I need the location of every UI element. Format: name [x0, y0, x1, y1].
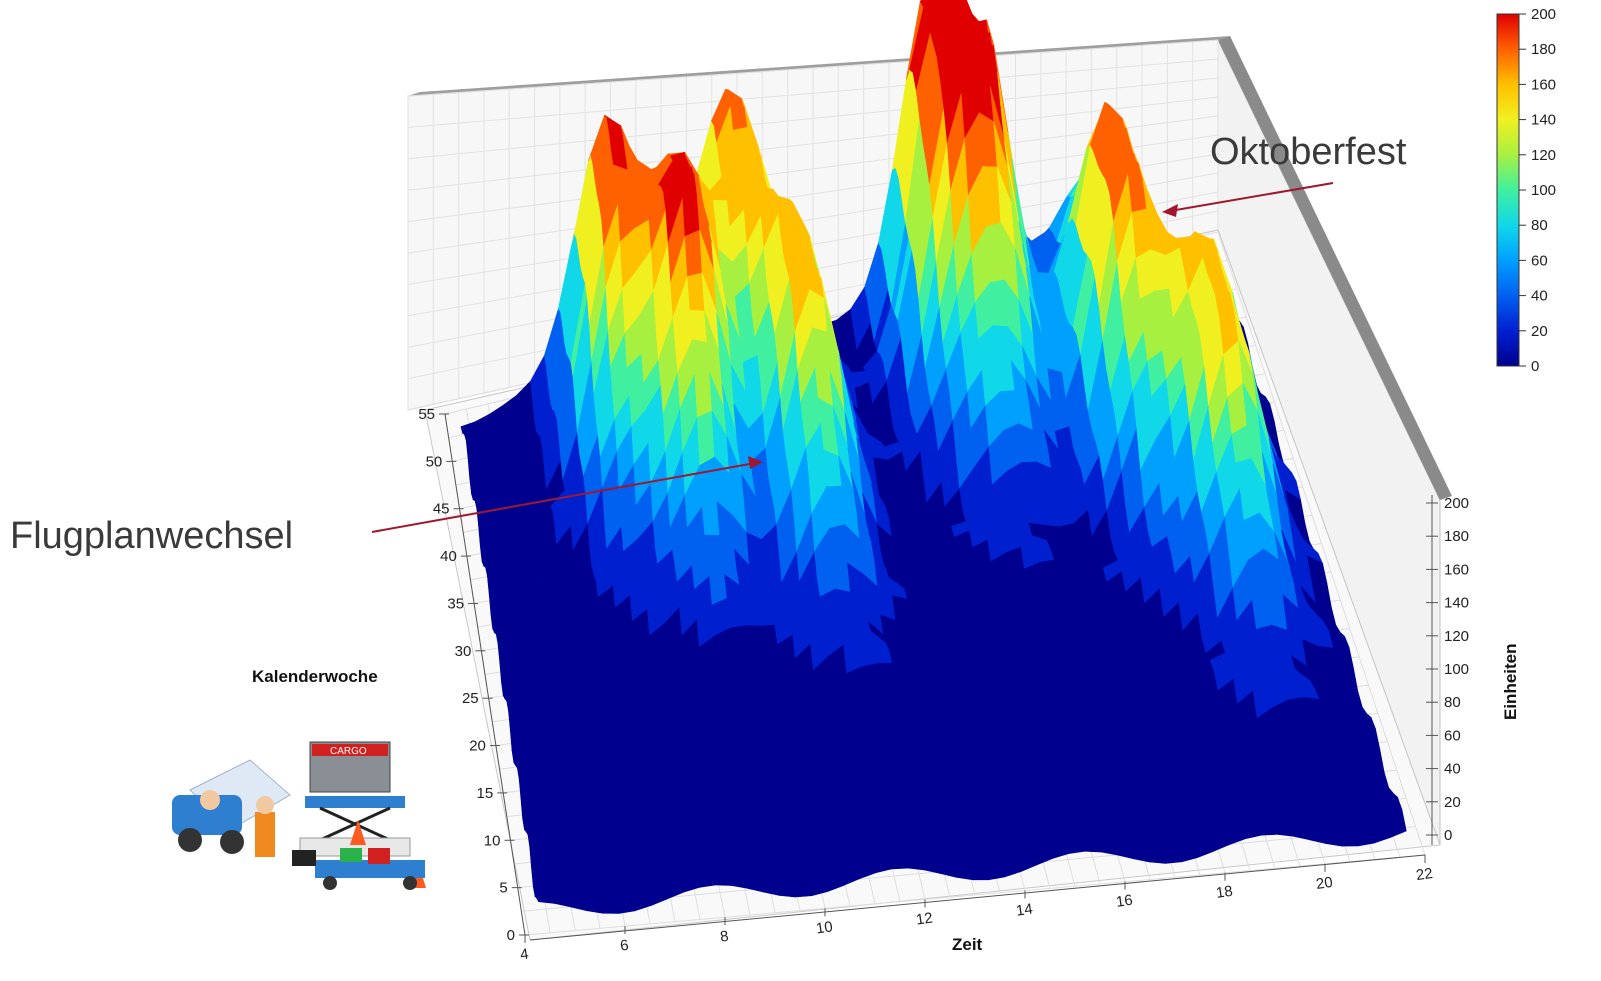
back-grid-line — [407, 115, 1219, 223]
x-axis-title: Zeit — [952, 935, 983, 954]
x-tick-label: 22 — [1415, 865, 1434, 884]
surface-patch — [689, 309, 708, 343]
surface-patch — [704, 534, 723, 558]
colorbar: 0 20 40 60 80 100 120 140 160 180 200 — [1496, 6, 1556, 375]
x-tick-label: 16 — [1115, 892, 1134, 911]
y-tick-label: 10 — [484, 832, 501, 849]
surface-patch — [697, 410, 715, 467]
z-tick-label: 40 — [1444, 761, 1461, 778]
surface-patch — [746, 649, 766, 675]
x-tick-label: 4 — [519, 946, 530, 964]
surface — [460, 0, 1407, 914]
colorbar-tick-label: 100 — [1531, 182, 1556, 199]
colorbar-tick-label: 140 — [1531, 112, 1556, 129]
colorbar-gradient — [1496, 13, 1520, 367]
x-ticks: 4 6 8 10 12 14 16 18 20 22 — [519, 855, 1434, 964]
colorbar-tick-label: 0 — [1531, 358, 1539, 375]
back-grid-line — [407, 134, 1219, 254]
z-axis-title: Einheiten — [1501, 643, 1520, 720]
colorbar-tick-label: 80 — [1531, 217, 1548, 234]
y-tick-label: 0 — [507, 927, 515, 944]
surface-patch — [729, 625, 748, 657]
y-tick-label: 30 — [455, 643, 472, 660]
y-tick-label: 15 — [476, 785, 493, 802]
back-grid-line — [407, 39, 1219, 97]
back-grid-line — [407, 58, 1219, 128]
surface-patch — [861, 663, 881, 694]
colorbar-tick-label: 60 — [1531, 252, 1548, 269]
z-tick-label: 0 — [1444, 827, 1452, 844]
z-tick-label: 120 — [1444, 628, 1469, 645]
x-tick-label: 18 — [1215, 883, 1234, 902]
surface-patch — [744, 625, 763, 654]
y-ticks: 0 5 10 15 20 25 30 35 40 45 50 55 — [418, 406, 529, 944]
annotation-flugplanwechsel: Flugplanwechsel — [10, 456, 763, 557]
back-grid-line — [407, 96, 1219, 191]
colorbar-tick-label: 180 — [1531, 41, 1556, 58]
x-tick-label: 6 — [619, 937, 630, 955]
colorbar-tick-label: 160 — [1531, 76, 1556, 93]
surface-patch — [701, 501, 720, 536]
colorbar-tick-label: 120 — [1531, 147, 1556, 164]
surface-patch — [694, 372, 713, 418]
annotation-flugplanwechsel-arrow — [371, 462, 756, 533]
surface-patch — [679, 172, 698, 198]
box-right-edge — [1218, 36, 1452, 500]
z-tick-label: 180 — [1444, 528, 1469, 545]
y-tick-label: 40 — [440, 548, 457, 565]
cargo-toy-illustration: CARGO — [172, 741, 426, 890]
y-axis-title: Kalenderwoche — [252, 667, 378, 686]
svg-text:CARGO: CARGO — [330, 746, 367, 757]
x-tick-label: 8 — [719, 928, 730, 946]
surface-patch — [684, 229, 703, 277]
colorbar-ticks: 0 20 40 60 80 100 120 140 160 180 200 — [1519, 6, 1556, 375]
y-tick-label: 5 — [499, 880, 507, 897]
axes: 0 5 10 15 20 25 30 35 40 45 50 55 4 6 8 10 12 14 16 18 20 22… — [418, 406, 1469, 964]
annotation-oktoberfest-arrow — [1169, 182, 1334, 212]
surface-patch — [1385, 809, 1407, 839]
z-tick-label: 100 — [1444, 661, 1469, 678]
y-tick-label: 45 — [433, 501, 450, 518]
y-axis-line — [444, 413, 526, 936]
box-top-edge — [408, 36, 1230, 96]
annotation-oktoberfest-label: Oktoberfest — [1210, 131, 1407, 173]
z-tick-label: 60 — [1444, 727, 1461, 744]
y-tick-label: 25 — [462, 690, 479, 707]
annotation-flugplanwechsel-label: Flugplanwechsel — [10, 515, 293, 557]
x-tick-label: 20 — [1315, 874, 1334, 893]
y-tick-label: 55 — [418, 406, 435, 423]
annotation-oktoberfest: Oktoberfest — [1162, 131, 1407, 217]
z-tick-label: 200 — [1444, 495, 1469, 512]
surface-patch — [682, 193, 700, 237]
x-axis-line — [529, 854, 1426, 941]
surface-patch — [699, 456, 718, 508]
z-tick-label: 20 — [1444, 794, 1461, 811]
annotation-oktoberfest-arrowhead — [1162, 204, 1178, 217]
x-tick-label: 10 — [815, 918, 834, 937]
colorbar-tick-label: 40 — [1531, 288, 1548, 305]
surface-patch — [703, 670, 723, 678]
floor-grid-line — [524, 854, 1426, 936]
x-tick-label: 14 — [1015, 901, 1034, 920]
z-ticks: 0 20 40 60 80 100 120 140 160 180 200 — [1426, 495, 1469, 844]
z-tick-label: 160 — [1444, 561, 1469, 578]
y-tick-label: 50 — [426, 453, 443, 470]
surface-patch — [687, 272, 705, 312]
colorbar-tick-label: 20 — [1531, 323, 1548, 340]
y-tick-label: 35 — [447, 595, 464, 612]
x-tick-label: 12 — [915, 909, 934, 928]
surface-patch — [731, 652, 751, 675]
back-grid-line — [407, 77, 1219, 160]
colorbar-tick-label: 200 — [1531, 6, 1556, 23]
annotation-flugplanwechsel-arrowhead — [748, 456, 763, 469]
z-tick-label: 80 — [1444, 694, 1461, 711]
y-tick-label: 20 — [469, 738, 486, 755]
z-tick-label: 140 — [1444, 595, 1469, 612]
